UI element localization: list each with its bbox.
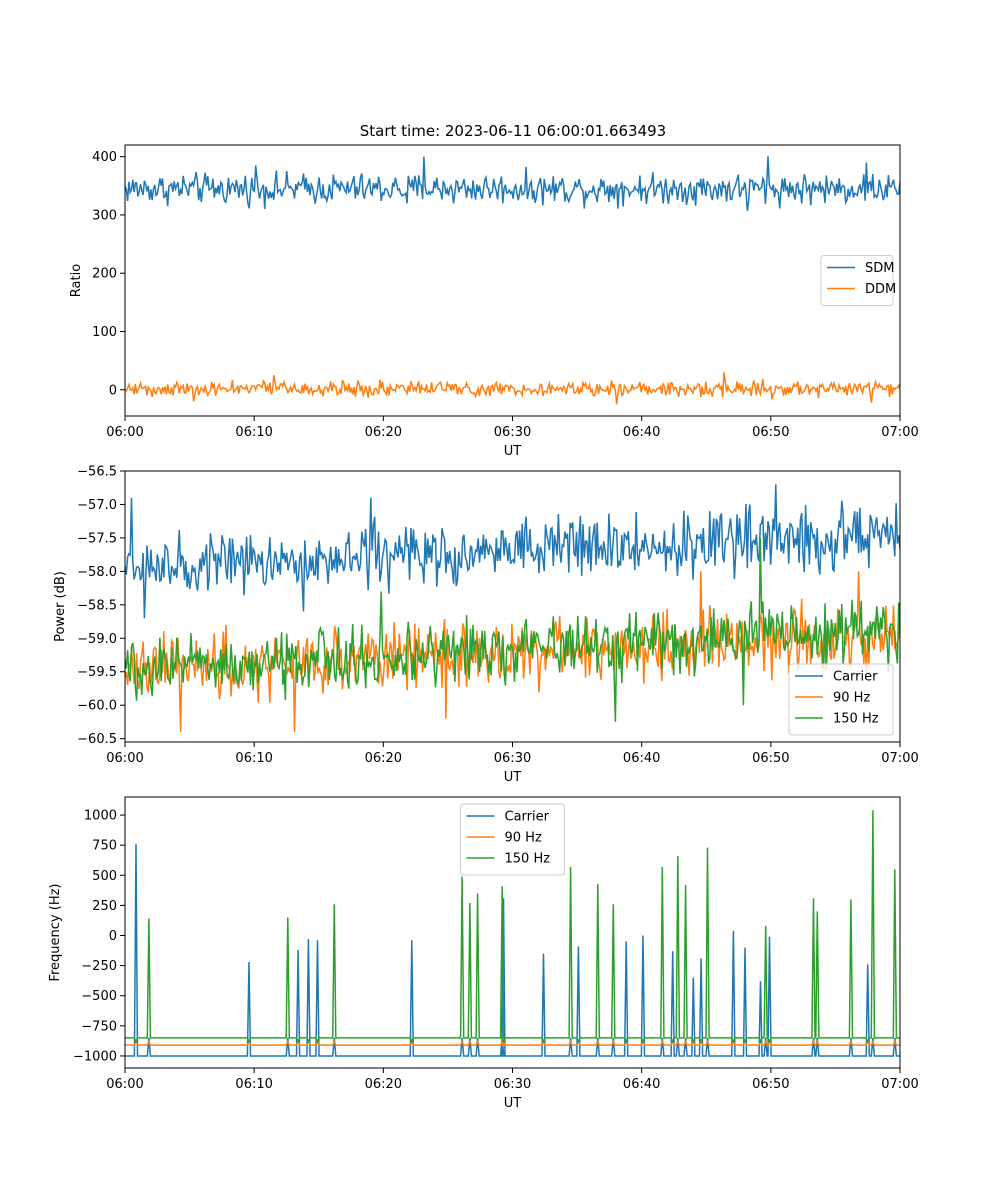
plot-3: 06:00 06:10 06:20 06:30 06:40 06:50 07:00 −1000… [48, 796, 919, 1111]
y-tick-label: −58.5 [77, 598, 117, 613]
y-tick-label: 0 [109, 383, 117, 398]
y-tick-label: −500 [81, 989, 117, 1004]
x-tick-label: 06:20 [365, 1077, 402, 1092]
x-tick-label: 06:10 [235, 1077, 272, 1092]
legend-label: Carrier [505, 810, 550, 825]
y-tick-label: 250 [92, 899, 117, 914]
legend-label: 90 Hz [833, 691, 870, 706]
y-axis-label: Frequency (Hz) [48, 883, 63, 981]
y-tick-label: −56.5 [77, 465, 117, 480]
legend-label: 90 Hz [505, 831, 542, 846]
x-tick-label: 06:30 [494, 751, 531, 766]
y-axis-label: Power (dB) [53, 571, 68, 642]
legend: Carrier 90 Hz 150 Hz [460, 803, 565, 876]
plot-1: 06:00 06:10 06:20 06:30 06:40 06:50 07:00 0 100 2… [69, 144, 919, 459]
x-tick-label: 07:00 [881, 1077, 918, 1092]
y-tick-label: −250 [81, 959, 117, 974]
x-tick-label: 06:30 [494, 1077, 531, 1092]
series-group [125, 156, 900, 405]
y-tick-label: 500 [92, 869, 117, 884]
x-axis-label: UT [504, 1096, 522, 1111]
x-tick-label: 06:50 [752, 1077, 789, 1092]
series-group [125, 484, 900, 733]
x-tick-label: 06:00 [106, 425, 143, 440]
y-tick-label: −750 [81, 1019, 117, 1034]
y-tick-label: 300 [92, 208, 117, 223]
legend-label: 150 Hz [833, 712, 879, 727]
y-tick-label: 200 [92, 267, 117, 282]
series-line-150-hz [125, 537, 900, 722]
y-tick-label: 100 [92, 325, 117, 340]
x-axis-label: UT [504, 444, 522, 459]
y-tick-label: −59.0 [77, 632, 117, 647]
y-tick-label: −1000 [73, 1049, 117, 1064]
legend-label: DDM [865, 282, 896, 297]
y-tick-label: 750 [92, 839, 117, 854]
x-tick-label: 06:30 [494, 425, 531, 440]
x-tick-label: 07:00 [881, 751, 918, 766]
x-tick-label: 07:00 [881, 425, 918, 440]
y-tick-label: 1000 [84, 809, 117, 824]
series-line-150-hz [125, 810, 900, 1044]
legend: Carrier 90 Hz 150 Hz [788, 663, 894, 736]
y-tick-label: −60.0 [77, 699, 117, 714]
y-axis-label: Ratio [69, 264, 84, 297]
y-tick-label: −58.0 [77, 565, 117, 580]
legend-label: Carrier [833, 670, 878, 685]
y-tick-label: 400 [92, 150, 117, 165]
x-tick-label: 06:20 [365, 425, 402, 440]
x-tick-label: 06:00 [106, 1077, 143, 1092]
x-tick-label: 06:40 [623, 1077, 660, 1092]
series-line-carrier [125, 843, 900, 1057]
x-tick-label: 06:20 [365, 751, 402, 766]
figure-title: Start time: 2023-06-11 06:00:01.663493 [360, 122, 666, 140]
x-tick-label: 06:10 [235, 751, 272, 766]
series-group [125, 810, 900, 1057]
x-tick-label: 06:40 [623, 751, 660, 766]
y-tick-label: −57.5 [77, 531, 117, 546]
legend: SDM DDM [820, 255, 896, 306]
y-tick-label: −60.5 [77, 732, 117, 747]
x-tick-label: 06:10 [235, 425, 272, 440]
series-line-carrier [125, 484, 900, 619]
legend-label: SDM [865, 261, 894, 276]
x-axis-label: UT [504, 770, 522, 785]
y-tick-label: −59.5 [77, 665, 117, 680]
x-tick-label: 06:00 [106, 751, 143, 766]
legend-label: 150 Hz [505, 852, 551, 867]
plot-2: 06:00 06:10 06:20 06:30 06:40 06:50 07:00 −60.5… [53, 465, 919, 786]
y-tick-label: −57.0 [77, 498, 117, 513]
y-tick-label: 0 [109, 929, 117, 944]
series-line-sdm [125, 156, 900, 212]
x-tick-label: 06:50 [752, 425, 789, 440]
series-line-ddm [125, 372, 900, 405]
x-tick-label: 06:40 [623, 425, 660, 440]
x-tick-label: 06:50 [752, 751, 789, 766]
